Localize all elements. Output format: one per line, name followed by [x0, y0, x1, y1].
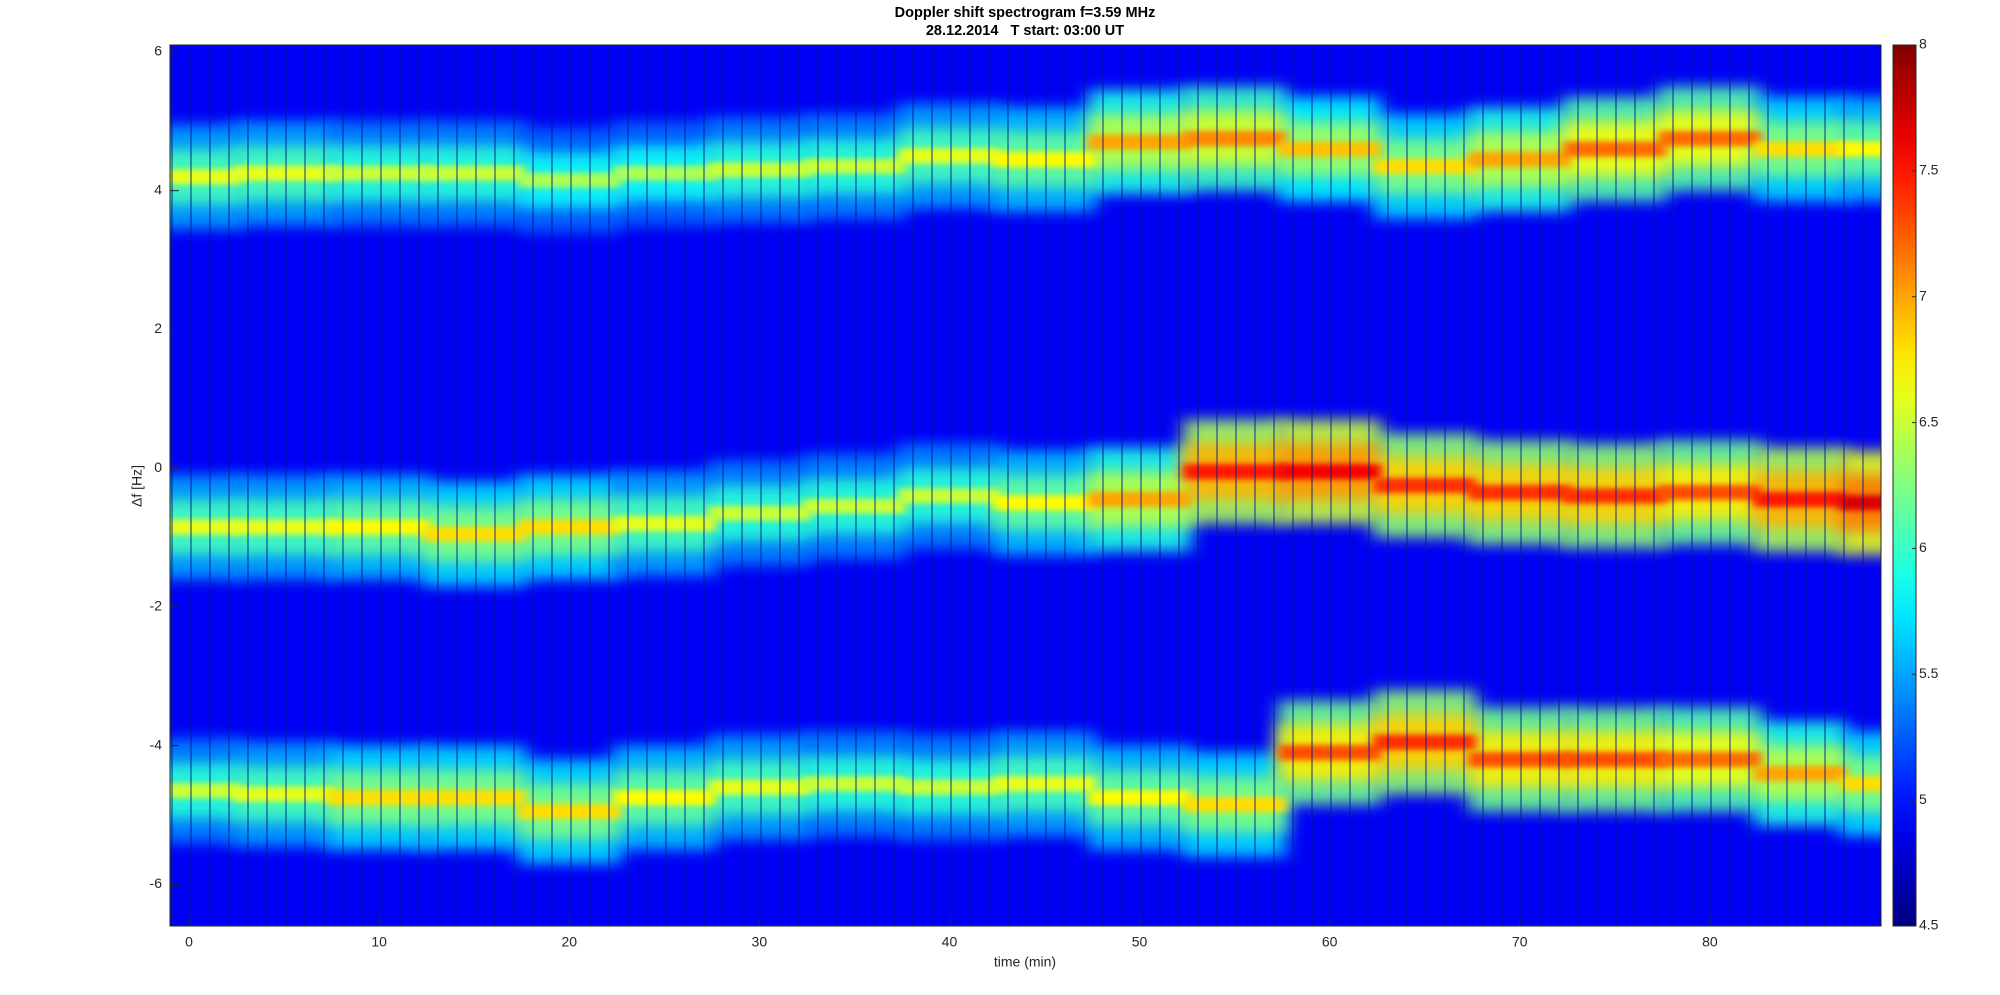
- x-tick-label: 60: [1322, 934, 1338, 950]
- x-tick-label: 40: [942, 934, 958, 950]
- x-axis-label: time (min): [994, 954, 1056, 970]
- chart-title: Doppler shift spectrogram f=3.59 MHz: [895, 5, 1156, 21]
- x-tick-label: 70: [1512, 934, 1528, 950]
- colorbar: [1892, 44, 1917, 927]
- colorbar-tick-label: 6: [1919, 539, 1927, 555]
- colorbar-tick-label: 5: [1919, 791, 1927, 807]
- chart-subtitle: 28.12.2014 T start: 03:00 UT: [926, 23, 1124, 39]
- y-axis-label: Δf [Hz]: [129, 465, 145, 507]
- x-tick-label: 50: [1132, 934, 1148, 950]
- colorbar-tick-label: 5.5: [1919, 665, 1939, 681]
- y-tick-label: -2: [150, 598, 163, 614]
- x-tick-label: 10: [371, 934, 387, 950]
- plot-frame: [169, 44, 1882, 927]
- colorbar-tick-label: 8: [1919, 36, 1927, 52]
- x-tick-label: 20: [561, 934, 577, 950]
- x-tick-label: 30: [752, 934, 768, 950]
- y-tick-label: -4: [150, 736, 163, 752]
- x-tick-label: 80: [1702, 934, 1718, 950]
- colorbar-tick-label: 4.5: [1919, 917, 1939, 933]
- y-tick-label: 2: [154, 320, 162, 336]
- x-tick-label: 0: [185, 934, 193, 950]
- colorbar-tick-label: 7: [1919, 287, 1927, 303]
- colorbar-tick-label: 7.5: [1919, 162, 1939, 178]
- y-tick-label: 4: [154, 181, 162, 197]
- stripes: [170, 45, 1881, 926]
- colorbar-tick-label: 6.5: [1919, 413, 1939, 429]
- y-tick-label: 0: [154, 459, 162, 475]
- plot-area: [170, 45, 1881, 926]
- y-tick-label: 6: [154, 43, 162, 59]
- y-tick-label: -6: [150, 875, 163, 891]
